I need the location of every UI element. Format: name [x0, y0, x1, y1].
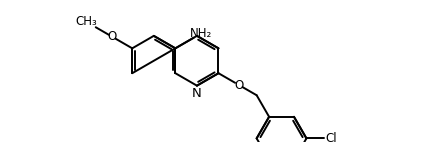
Text: NH₂: NH₂	[190, 27, 212, 40]
Text: N: N	[192, 87, 202, 100]
Text: CH₃: CH₃	[76, 15, 98, 29]
Text: O: O	[235, 79, 244, 92]
Text: Cl: Cl	[326, 132, 337, 145]
Text: O: O	[107, 30, 116, 43]
